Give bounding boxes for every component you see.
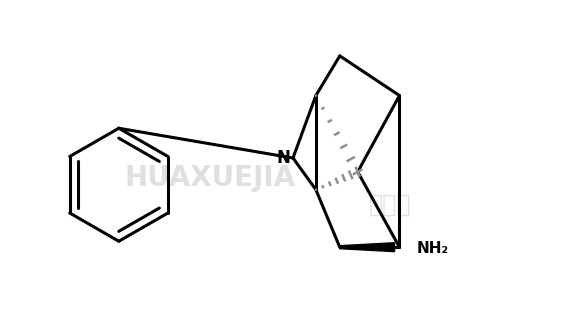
Text: 化学加: 化学加	[368, 192, 410, 217]
Text: N: N	[276, 149, 290, 167]
Polygon shape	[340, 243, 395, 252]
Text: HUAXUEJIA: HUAXUEJIA	[125, 164, 296, 192]
Text: NH₂: NH₂	[416, 241, 448, 256]
